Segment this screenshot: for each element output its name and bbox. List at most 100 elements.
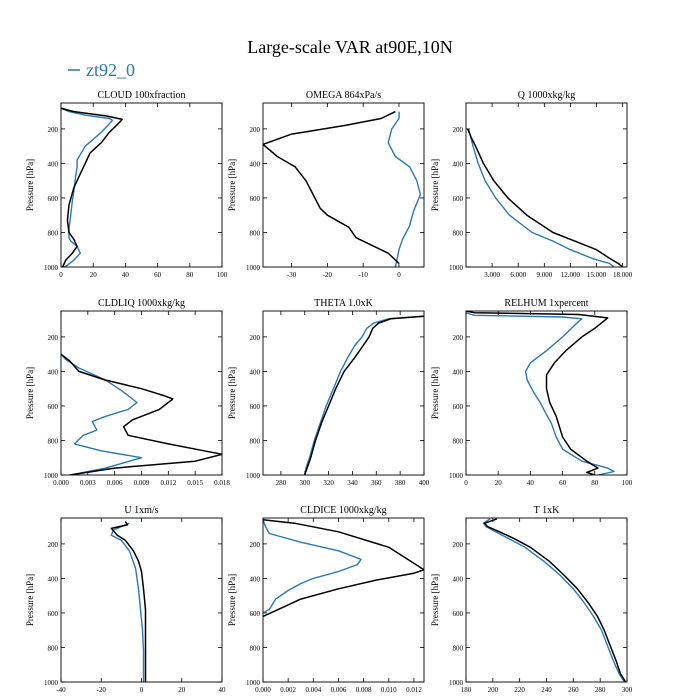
y-axis-label: Pressure [hPa] bbox=[430, 159, 440, 211]
y-tick-label: 800 bbox=[453, 644, 464, 652]
plot-frame bbox=[262, 102, 425, 268]
y-tick-label: 400 bbox=[453, 160, 464, 168]
x-tick-label: 0.006 bbox=[331, 686, 347, 694]
y-tick-label: 400 bbox=[48, 160, 59, 168]
y-tick-label: 1000 bbox=[44, 472, 59, 480]
y-tick-label: 600 bbox=[48, 403, 59, 411]
y-tick-label: 1000 bbox=[44, 679, 59, 687]
series-line-reference bbox=[303, 315, 424, 475]
x-tick-label: -40 bbox=[56, 686, 66, 694]
series-line-zt92-0 bbox=[467, 128, 615, 267]
series-line-zt92-0 bbox=[61, 353, 143, 475]
y-tick-label: 1000 bbox=[449, 472, 464, 480]
panel-title: THETA 1.0xK bbox=[314, 298, 373, 309]
y-tick-label: 800 bbox=[250, 644, 261, 652]
plot-frame bbox=[465, 102, 628, 268]
y-axis-label: Pressure [hPa] bbox=[227, 367, 237, 419]
x-tick-label: 0.002 bbox=[280, 686, 296, 694]
y-tick-label: 200 bbox=[453, 541, 464, 549]
x-tick-label: 340 bbox=[347, 479, 358, 487]
panel-0: CLOUD 100xfraction Pressure [hPa] 0 20 40 60 8… bbox=[25, 90, 228, 279]
plot-frame bbox=[262, 517, 425, 683]
y-axis-label: Pressure [hPa] bbox=[25, 574, 35, 626]
y-tick-label: 800 bbox=[453, 437, 464, 445]
y-tick-label: 1000 bbox=[246, 264, 261, 272]
panel-title: CLDICE 1000xkg/kg bbox=[300, 505, 386, 516]
x-tick-label: 80 bbox=[186, 271, 194, 279]
x-tick-label: 40 bbox=[122, 271, 130, 279]
plot-frame bbox=[60, 310, 223, 476]
panel-7: CLDICE 1000xkg/kg Pressure [hPa] 0.000 0.00… bbox=[227, 505, 425, 694]
x-tick-label: 280 bbox=[276, 479, 287, 487]
y-tick-label: 800 bbox=[48, 229, 59, 237]
panel-title: U 1xm/s bbox=[124, 505, 158, 516]
panel-5: RELHUM 1xpercent Pressure [hPa] 0 20 40 60 80 1… bbox=[430, 298, 633, 487]
x-tick-label: 12.000 bbox=[561, 271, 581, 279]
y-tick-label: 200 bbox=[48, 126, 59, 134]
x-tick-label: 20 bbox=[90, 271, 98, 279]
x-tick-label: 0.003 bbox=[80, 479, 96, 487]
x-tick-label: 0.009 bbox=[134, 479, 150, 487]
x-tick-label: 0.015 bbox=[187, 479, 203, 487]
x-tick-label: 260 bbox=[568, 686, 579, 694]
series-line-reference bbox=[484, 518, 627, 682]
y-tick-label: 600 bbox=[48, 610, 59, 618]
series-line-reference bbox=[61, 107, 123, 267]
y-tick-label: 400 bbox=[453, 368, 464, 376]
y-tick-label: 600 bbox=[48, 195, 59, 203]
y-axis-label: Pressure [hPa] bbox=[227, 574, 237, 626]
x-tick-label: 100 bbox=[217, 271, 228, 279]
x-tick-label: 0 bbox=[140, 686, 144, 694]
x-tick-label: 320 bbox=[323, 479, 334, 487]
panel-title: Q 1000xkg/kg bbox=[518, 90, 576, 101]
y-tick-label: 400 bbox=[48, 575, 59, 583]
series-line-zt92-0 bbox=[110, 522, 145, 682]
y-tick-label: 200 bbox=[250, 541, 261, 549]
plot-frame bbox=[60, 102, 223, 268]
series-line-reference bbox=[263, 110, 400, 265]
panel-6: U 1xm/s Pressure [hPa] -40 -20 0 20 40 200 400 60… bbox=[25, 505, 226, 694]
x-tick-label: 0 bbox=[59, 271, 63, 279]
x-tick-label: 100 bbox=[622, 479, 633, 487]
y-tick-label: 400 bbox=[453, 575, 464, 583]
x-tick-label: 20 bbox=[178, 686, 186, 694]
x-tick-label: 6.000 bbox=[510, 271, 526, 279]
y-tick-label: 400 bbox=[250, 368, 261, 376]
x-tick-label: 380 bbox=[395, 479, 406, 487]
x-tick-label: 60 bbox=[154, 271, 162, 279]
series-line-zt92-0 bbox=[263, 519, 362, 614]
y-tick-label: 600 bbox=[250, 610, 261, 618]
plot-frame bbox=[60, 517, 223, 683]
y-axis-label: Pressure [hPa] bbox=[25, 159, 35, 211]
x-tick-label: 0.010 bbox=[381, 686, 397, 694]
panel-title: CLDLIQ 1000xkg/kg bbox=[98, 298, 185, 309]
panel-8: T 1xK Pressure [hPa] 180 200 220 240 260 280 300… bbox=[430, 505, 633, 694]
y-axis-label: Pressure [hPa] bbox=[25, 367, 35, 419]
x-tick-label: 0.012 bbox=[406, 686, 422, 694]
x-tick-label: 0.000 bbox=[53, 479, 69, 487]
y-axis-label: Pressure [hPa] bbox=[430, 367, 440, 419]
y-tick-label: 800 bbox=[48, 437, 59, 445]
x-tick-label: -20 bbox=[323, 271, 333, 279]
x-tick-label: 300 bbox=[299, 479, 310, 487]
x-tick-label: 0.008 bbox=[356, 686, 372, 694]
plot-frame bbox=[465, 517, 628, 683]
x-tick-label: 0.004 bbox=[305, 686, 321, 694]
series-line-reference bbox=[61, 353, 222, 475]
panel-3: CLDLIQ 1000xkg/kg Pressure [hPa] 0.000 0.00… bbox=[25, 298, 230, 487]
y-tick-label: 600 bbox=[453, 403, 464, 411]
panels: CLOUD 100xfraction Pressure [hPa] 0 20 40 60 8… bbox=[25, 90, 633, 694]
y-tick-label: 800 bbox=[250, 437, 261, 445]
y-tick-label: 600 bbox=[250, 195, 261, 203]
x-tick-label: 300 bbox=[622, 686, 633, 694]
y-tick-label: 1000 bbox=[449, 679, 464, 687]
panel-title: RELHUM 1xpercent bbox=[504, 298, 588, 309]
series-line-zt92-0 bbox=[482, 518, 625, 682]
plot-frame bbox=[465, 310, 628, 476]
x-tick-label: 40 bbox=[527, 479, 535, 487]
y-tick-label: 200 bbox=[48, 334, 59, 342]
x-tick-label: -20 bbox=[97, 686, 107, 694]
y-tick-label: 600 bbox=[453, 195, 464, 203]
series-line-reference bbox=[110, 521, 147, 682]
